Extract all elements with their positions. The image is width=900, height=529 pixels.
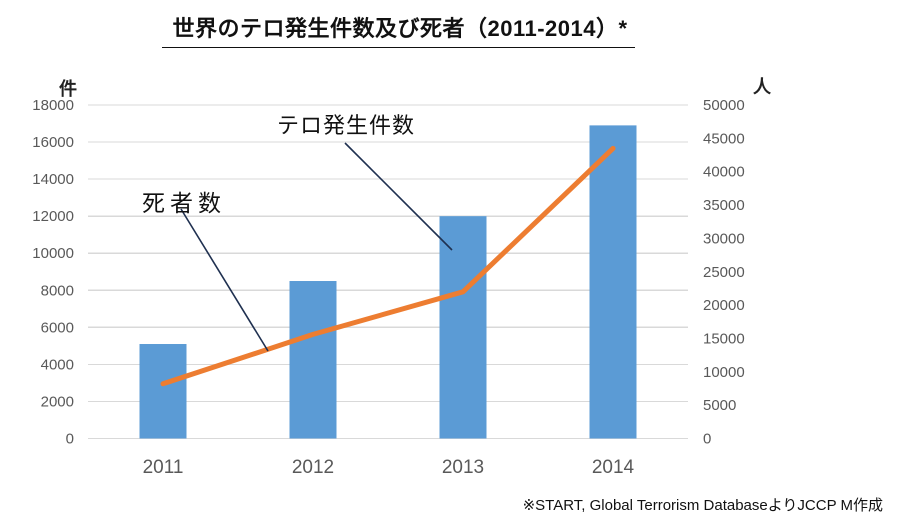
bar-2014 (589, 125, 637, 439)
right-axis-tick-label: 25000 (703, 264, 745, 281)
bar-2011 (139, 344, 187, 439)
right-axis-tick-label: 5000 (703, 397, 736, 414)
x-axis-label: 2011 (143, 457, 184, 478)
leader-line-incidents (344, 142, 453, 251)
left-axis-tick-label: 18000 (32, 97, 74, 114)
annotation-deaths-label: 死者数 (142, 190, 226, 216)
title-underline (162, 47, 635, 48)
right-axis-tick-label: 50000 (703, 97, 745, 114)
chart-title: 世界のテロ発生件数及び死者（2011-2014）* (172, 16, 628, 41)
left-axis-tick-label: 12000 (32, 208, 74, 225)
source-note: ※START, Global Terrorism DatabaseよりJCCP … (522, 497, 883, 514)
x-axis-label: 2014 (592, 457, 635, 478)
right-axis-tick-label: 15000 (703, 330, 745, 347)
right-axis-tick-label: 45000 (703, 130, 745, 147)
bar-2012 (289, 281, 337, 439)
right-axis-unit-label: 人 (753, 77, 771, 97)
left-axis-tick-label: 0 (66, 431, 74, 448)
x-axis-label: 2012 (292, 457, 334, 478)
left-axis-tick-label: 8000 (41, 282, 74, 299)
deaths-line (160, 145, 616, 387)
bar-2013 (439, 216, 487, 439)
left-axis-tick-label: 6000 (41, 319, 74, 336)
right-axis-tick-label: 35000 (703, 197, 745, 214)
right-axis-tick-label: 20000 (703, 297, 745, 314)
left-axis-tick-label: 2000 (41, 393, 74, 410)
left-axis-unit-label: 件 (59, 79, 77, 99)
right-axis-tick-label: 40000 (703, 164, 745, 181)
left-axis-tick-label: 16000 (32, 134, 74, 151)
right-axis-tick-label: 30000 (703, 230, 745, 247)
x-axis-label: 2013 (442, 457, 484, 478)
left-axis-tick-label: 4000 (41, 356, 74, 373)
annotation-incidents-label: テロ発生件数 (277, 113, 416, 138)
left-axis-tick-label: 14000 (32, 171, 74, 188)
left-axis-tick-label: 10000 (32, 245, 74, 262)
right-axis-tick-label: 0 (703, 431, 711, 448)
right-axis-tick-label: 10000 (703, 364, 745, 381)
leader-line-deaths (180, 208, 269, 352)
